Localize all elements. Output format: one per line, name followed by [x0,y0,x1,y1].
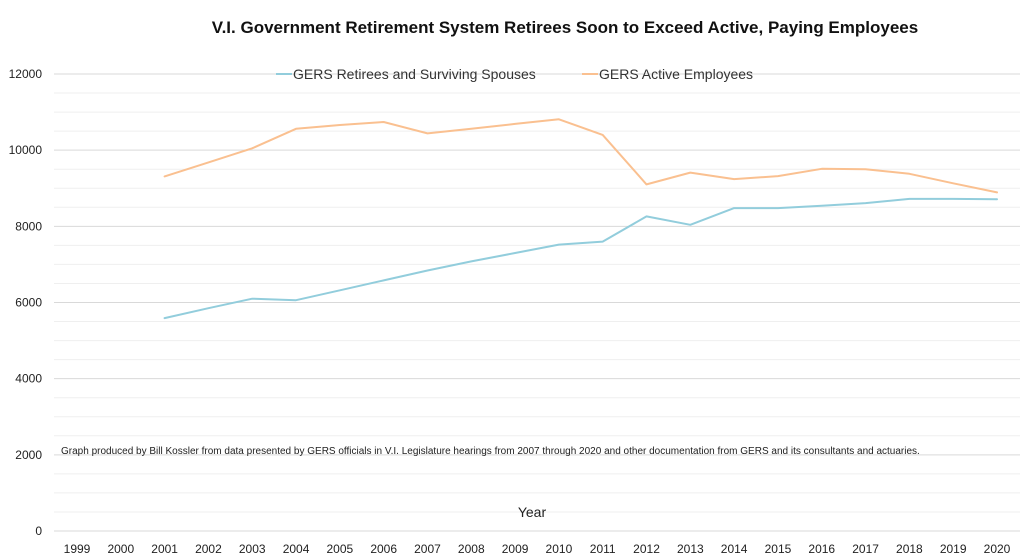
x-tick-label: 2015 [765,542,792,554]
y-tick-label: 10000 [9,143,43,157]
series-line-active [163,118,998,194]
x-tick-label: 2012 [633,542,660,554]
x-tick-label: 2008 [458,542,485,554]
x-tick-label: 2004 [283,542,310,554]
x-axis-title: Year [518,504,547,520]
series-line-retirees [163,197,998,320]
legend-label-retirees: GERS Retirees and Surviving Spouses [293,66,536,82]
x-tick-label: 2001 [151,542,178,554]
x-tick-label: 2005 [327,542,354,554]
y-tick-label: 6000 [15,296,42,310]
x-tick-label: 2010 [546,542,573,554]
x-tick-label: 2009 [502,542,529,554]
x-tick-label: 2016 [808,542,835,554]
x-tick-label: 2007 [414,542,441,554]
y-axis-ticks: 0 2000 4000 6000 8000 10000 12000 [9,67,43,538]
x-tick-label: 2002 [195,542,222,554]
y-tick-label: 4000 [15,372,42,386]
y-tick-label: 2000 [15,448,42,462]
x-tick-label: 2014 [721,542,748,554]
y-tick-label: 8000 [15,219,42,233]
x-tick-label: 2013 [677,542,704,554]
chart-title: V.I. Government Retirement System Retire… [212,18,918,37]
y-tick-label: 12000 [9,67,43,81]
legend: GERS Retirees and Surviving Spouses GERS… [276,66,753,82]
x-tick-label: 2019 [940,542,967,554]
gridlines [54,73,1020,532]
y-tick-label: 0 [35,524,42,538]
series-lines [163,118,998,320]
source-note: Graph produced by Bill Kossler from data… [61,446,920,457]
x-axis-ticks: 1999 2000 2001 2002 2003 2004 2005 2006 2007 2008… [64,542,1011,554]
x-tick-label: 2000 [107,542,134,554]
x-tick-label: 2006 [370,542,397,554]
x-tick-label: 2003 [239,542,266,554]
legend-label-active: GERS Active Employees [599,66,753,82]
x-tick-label: 2017 [852,542,879,554]
x-tick-label: 2018 [896,542,923,554]
x-tick-label: 2011 [590,542,616,554]
x-tick-label: 1999 [64,542,91,554]
x-tick-label: 2020 [984,542,1011,554]
